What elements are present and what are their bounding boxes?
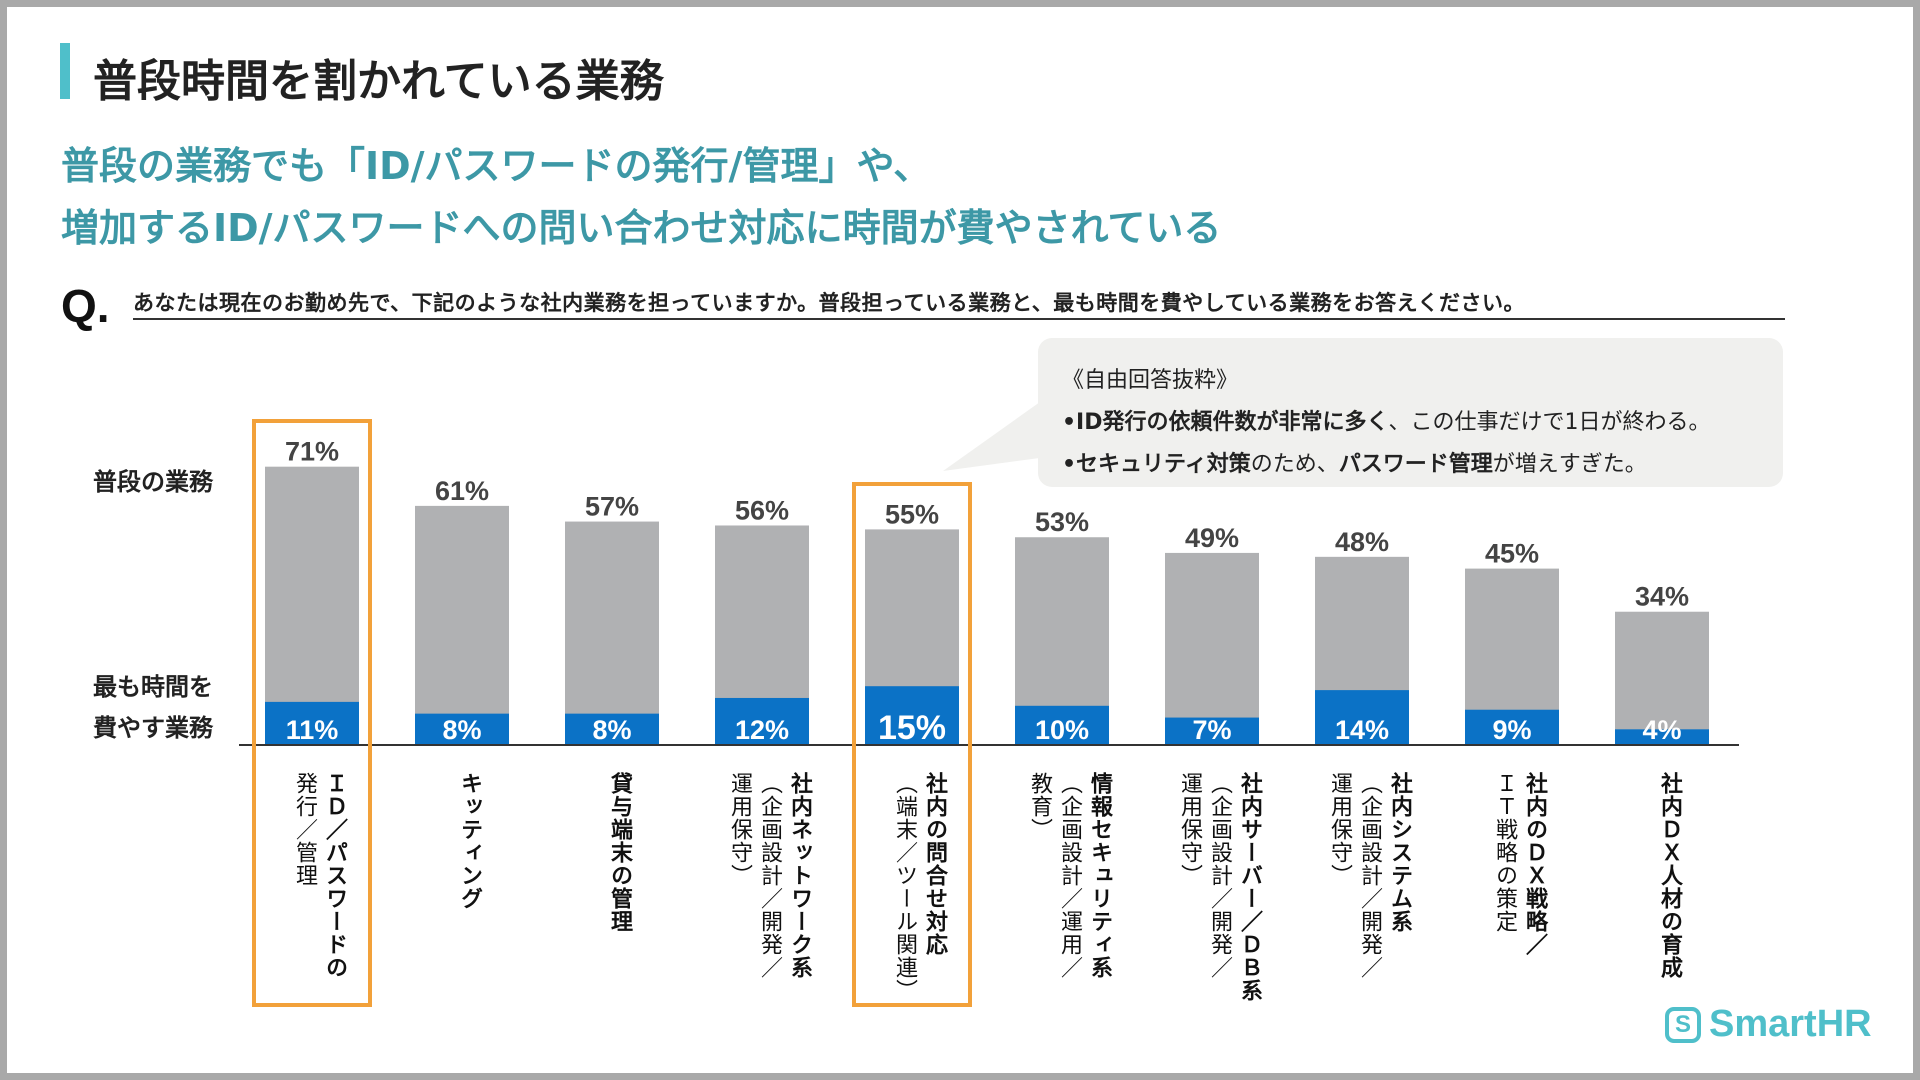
value-label-usual: 55%	[885, 499, 939, 529]
category-label-line: 社内ＤＸ人材の育成	[1657, 772, 1682, 979]
title-accent-bar	[60, 43, 70, 99]
callout-quote-1: •ID発行の依頼件数が非常に多く、この仕事だけで1日が終わる。	[1062, 402, 1759, 444]
category-label-line: （端末／ツール関連）	[892, 772, 917, 1002]
category-label-line: 社内のＤＸ戦略／	[1522, 772, 1547, 956]
bar-most-time	[415, 713, 509, 745]
bar-most-time	[1315, 690, 1409, 745]
bar-chart: 71% 11% 61% 8% 57% 8% 56% 12% 55% 15% 53% 10% 49% 7% 4…	[239, 437, 1739, 747]
category-label-line: 社内サーバー／ＤＢ系	[1237, 772, 1262, 1002]
value-label-most-time: 10%	[1035, 715, 1089, 745]
bar-most-time	[1015, 705, 1109, 745]
category-label-line: 運用保守）	[1177, 772, 1202, 887]
question-mark: Q.	[61, 280, 110, 332]
value-label-most-time: 8%	[592, 715, 631, 745]
value-label-usual: 57%	[585, 492, 639, 522]
category-label: キッティング	[454, 772, 484, 910]
bar-usual	[415, 505, 509, 745]
value-label-most-time: 9%	[1492, 715, 1531, 745]
value-label-most-time: 8%	[442, 715, 481, 745]
quote-2-text-2: が増えすぎた。	[1492, 452, 1647, 477]
value-label-usual: 45%	[1485, 539, 1539, 569]
quote-1-bold: •ID発行の依頼件数が非常に多く	[1062, 410, 1389, 435]
category-label-line: キッティング	[457, 772, 482, 910]
category-label-line: 教育）	[1027, 772, 1052, 841]
series-label-usual: 普段の業務	[93, 468, 213, 496]
bar-usual	[565, 521, 659, 745]
value-label-most-time: 12%	[735, 715, 789, 745]
category-label: 社内の問合せ対応 （端末／ツール関連）	[889, 772, 949, 1002]
callout-tail	[943, 397, 1047, 471]
category-label-line: ＩＤ／パスワードの	[322, 772, 347, 979]
category-label-line: 運用保守）	[1327, 772, 1352, 887]
bar-usual	[265, 466, 359, 745]
value-label-usual: 71%	[285, 437, 339, 467]
page-title: 普段時間を割かれている業務	[93, 56, 664, 107]
category-label-line: 運用保守）	[727, 772, 752, 887]
category-label-line: 貸与端末の管理	[607, 772, 632, 933]
quote-2-bold-1: •セキュリティ対策	[1062, 452, 1251, 477]
category-label: 情報セキュリティ系 （企画設計／運用／ 教育）	[1024, 772, 1114, 979]
series-label-most-time-line1: 最も時間を	[93, 673, 213, 701]
value-label-usual: 53%	[1035, 507, 1089, 537]
smarthr-logo-icon: S	[1665, 1006, 1701, 1043]
bar-most-time	[565, 713, 659, 745]
highlight-box	[252, 419, 372, 1007]
quote-1-rest: 、この仕事だけで1日が終わる。	[1388, 410, 1711, 435]
category-label-line: （企画設計／開発／	[1357, 772, 1382, 979]
category-label-line: 情報セキュリティ系	[1087, 772, 1112, 979]
category-label: 社内ＤＸ人材の育成	[1654, 772, 1684, 979]
category-label: 社内サーバー／ＤＢ系 （企画設計／開発／ 運用保守）	[1174, 772, 1264, 1002]
value-label-most-time: 15%	[878, 709, 946, 747]
bar-most-time	[1465, 709, 1559, 745]
category-label-line: 社内の問合せ対応	[922, 772, 947, 956]
callout-heading: 《自由回答抜粋》	[1062, 368, 1239, 393]
bar-most-time	[865, 686, 959, 745]
series-label-most-time-line2: 費やす業務	[93, 714, 213, 742]
value-label-usual: 34%	[1635, 582, 1689, 612]
value-label-usual: 61%	[435, 476, 489, 506]
free-answer-callout: 《自由回答抜粋》 •ID発行の依頼件数が非常に多く、この仕事だけで1日が終わる。…	[1038, 338, 1783, 487]
question-underline	[133, 318, 1785, 320]
category-label-line: （企画設計／運用／	[1057, 772, 1082, 979]
highlight-box	[852, 482, 972, 1007]
bar-usual	[1615, 611, 1709, 745]
bar-most-time	[1615, 729, 1709, 745]
value-label-usual: 56%	[735, 495, 789, 525]
value-label-most-time: 11%	[286, 715, 339, 745]
callout-quote-2: •セキュリティ対策のため、パスワード管理が増えすぎた。	[1062, 444, 1759, 486]
category-label-line: ＩＴ戦略の策定	[1492, 772, 1517, 933]
category-label-line: 社内ネットワーク系	[787, 772, 812, 979]
question-text: あなたは現在のお勤め先で、下記のような社内業務を担っていますか。普段担っている業…	[133, 291, 1526, 315]
category-label-line: 社内システム系	[1387, 772, 1412, 933]
category-label-line: 発行／管理	[292, 772, 317, 887]
category-label: 社内のＤＸ戦略／ ＩＴ戦略の策定	[1489, 772, 1549, 956]
bar-most-time	[715, 697, 809, 745]
subtitle-line-2: 増加するID/パスワードへの問い合わせ対応に時間が費やされている	[61, 206, 1222, 250]
quote-2-bold-2: パスワード管理	[1338, 452, 1493, 477]
category-label: 社内システム系 （企画設計／開発／ 運用保守）	[1324, 772, 1414, 979]
category-label-line: （企画設計／開発／	[757, 772, 782, 979]
category-label: ＩＤ／パスワードの 発行／管理	[289, 772, 349, 979]
series-label-most-time: 最も時間を 費やす業務	[93, 667, 213, 749]
value-label-usual: 49%	[1185, 523, 1239, 553]
bar-most-time	[1165, 717, 1259, 745]
value-label-most-time: 14%	[1335, 715, 1389, 745]
quote-2-text-1: のため、	[1250, 452, 1339, 477]
smarthr-logo: S SmartHR	[1665, 1003, 1872, 1046]
category-label-line: （企画設計／開発／	[1207, 772, 1232, 979]
value-label-most-time: 4%	[1642, 715, 1681, 745]
bar-usual	[1165, 552, 1259, 745]
smarthr-logo-text: SmartHR	[1709, 1003, 1872, 1045]
subtitle-line-1: 普段の業務でも「ID/パスワードの発行/管理」や、	[61, 144, 932, 188]
slide: 普段時間を割かれている業務 普段の業務でも「ID/パスワードの発行/管理」や、 …	[7, 7, 1913, 1073]
bar-most-time	[265, 701, 359, 745]
value-label-most-time: 7%	[1192, 715, 1231, 745]
category-label: 社内ネットワーク系 （企画設計／開発／ 運用保守）	[724, 772, 814, 979]
category-label: 貸与端末の管理	[604, 772, 634, 933]
value-label-usual: 48%	[1335, 527, 1389, 557]
